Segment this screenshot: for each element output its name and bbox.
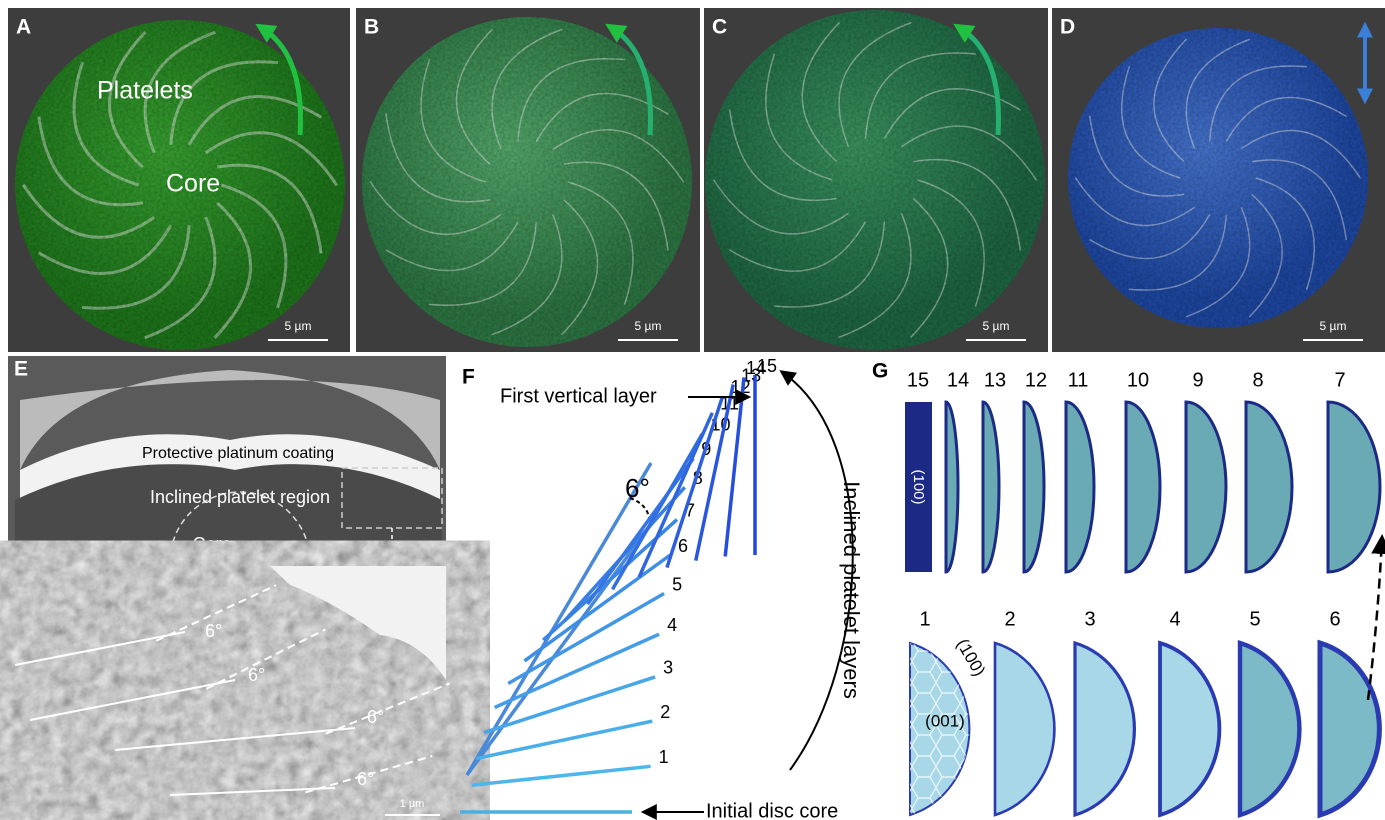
platelet-shape	[1075, 643, 1134, 815]
layer-number: 3	[1084, 608, 1095, 630]
angle-label: 6°	[625, 473, 650, 503]
scale-bar-label: 5 µm	[983, 319, 1010, 333]
layer-number: 9	[1192, 369, 1203, 391]
panel-label: F	[462, 366, 475, 389]
layer-number: 2	[660, 702, 670, 722]
layer-number: 7	[1334, 369, 1345, 391]
platelet-layer	[508, 594, 664, 684]
layer-number: 6	[678, 536, 688, 556]
angle-label: 6°	[205, 621, 222, 641]
annotation: Core	[192, 534, 231, 554]
annotation: Protective platinum coating	[142, 445, 334, 462]
layer-number: 1	[659, 747, 669, 767]
panel-label: G	[872, 360, 888, 383]
texture	[1068, 28, 1368, 328]
sequence-arrow	[1368, 538, 1382, 700]
platelet-shape	[1160, 643, 1219, 815]
platelet-shape	[1246, 402, 1292, 572]
annotation: Initial disc core	[706, 800, 838, 820]
panel-label: C	[712, 16, 727, 39]
layer-number: 11	[1068, 369, 1089, 391]
scale-bar-label: 4 µm	[393, 539, 418, 551]
scale-bar-label: 5 µm	[285, 319, 312, 333]
platelet-shape	[995, 643, 1054, 815]
texture	[705, 10, 1045, 350]
annotation: Core	[166, 170, 220, 198]
platelet-layer	[472, 766, 651, 785]
face-label: (001)	[925, 711, 965, 730]
layer-number: 10	[1127, 369, 1149, 391]
layer-number: 5	[1249, 608, 1260, 630]
platelet-shape	[1066, 402, 1094, 572]
layer-number: 14	[947, 369, 969, 391]
panel-label: E	[14, 358, 28, 381]
body: {"a":{"label":"A","platelets":"Platelets…	[0, 0, 1385, 820]
platelet-shape	[1320, 643, 1379, 815]
layer-number: 4	[667, 615, 677, 635]
layer-number: 13	[984, 369, 1006, 391]
scale-bar-label: 5 µm	[1320, 319, 1347, 333]
platelet-shape	[983, 402, 999, 572]
platelet-shape	[946, 402, 958, 572]
platelet-shape	[1240, 643, 1299, 815]
annotation: Inclined platelet region	[150, 487, 330, 507]
panel-label: A	[16, 16, 31, 39]
page: html,body{margin:0;padding:0;background:…	[0, 0, 1385, 820]
layer-number: 15	[757, 356, 777, 376]
annotation: First vertical layer	[500, 385, 657, 407]
platelet-layer	[524, 555, 670, 661]
layer-number: 8	[1252, 369, 1263, 391]
panel-label: B	[364, 16, 379, 39]
layer-number: 1	[919, 608, 930, 630]
platelet-shape	[1186, 402, 1226, 572]
layer-number: 3	[663, 658, 673, 678]
platelet-shape	[1024, 402, 1044, 572]
platelet-shape	[1328, 402, 1380, 572]
annotation: Platelets	[97, 77, 193, 105]
scale-bar-label: 1 µm	[400, 798, 425, 810]
layer-number: 12	[1025, 369, 1047, 391]
layer-number: 6	[1329, 608, 1340, 630]
layer-number: 2	[1004, 608, 1015, 630]
layer-number: 15	[907, 369, 929, 391]
face-label: (100)	[910, 469, 927, 504]
angle-label: 6°	[357, 769, 374, 789]
annotation: Inclined platelet layers	[839, 481, 864, 699]
angle-label: 6°	[248, 665, 265, 685]
panel-label: D	[1060, 16, 1075, 39]
platelet-shape	[1126, 402, 1160, 572]
layer-number: 4	[1169, 608, 1180, 630]
layer-number: 5	[672, 574, 682, 594]
scale-bar-label: 5 µm	[635, 319, 662, 333]
platelet-layer	[639, 413, 712, 577]
face-label: (100)	[953, 636, 989, 680]
angle-label: 6°	[367, 707, 384, 727]
figure: A 5 µm B 5 µm C 5 µm D 5 µm Platelets Core E Protec…	[0, 0, 1385, 820]
